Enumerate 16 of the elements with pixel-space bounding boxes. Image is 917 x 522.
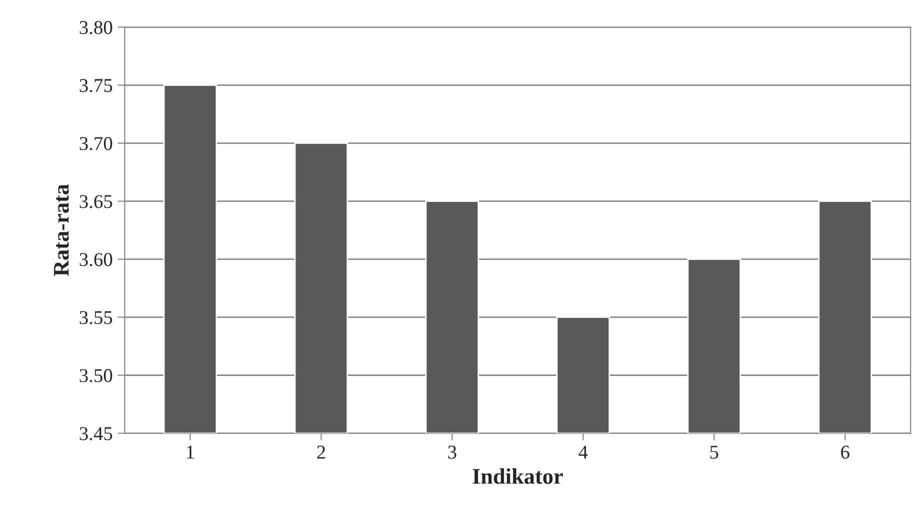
x-tick-label: 6 — [841, 446, 850, 459]
x-axis-title: Indikator — [472, 468, 563, 484]
y-tick-label: 3.65 — [80, 195, 112, 208]
y-tick-label: 3.75 — [80, 79, 112, 92]
y-tick-label: 3.50 — [80, 369, 112, 382]
y-tick-label: 3.60 — [80, 253, 112, 266]
y-tick-label: 3.70 — [80, 136, 112, 150]
y-tick-label: 3.80 — [80, 20, 112, 34]
y-axis-title: Rata-rata — [54, 184, 69, 276]
y-tick-label: 3.45 — [80, 427, 112, 440]
x-tick-label: 1 — [187, 446, 194, 459]
x-tick-label: 4 — [578, 446, 588, 459]
x-tick-label: 3 — [448, 446, 456, 459]
x-tick-label: 5 — [710, 446, 718, 459]
y-tick-label: 3.55 — [80, 311, 112, 324]
x-tick-label: 2 — [317, 446, 325, 459]
